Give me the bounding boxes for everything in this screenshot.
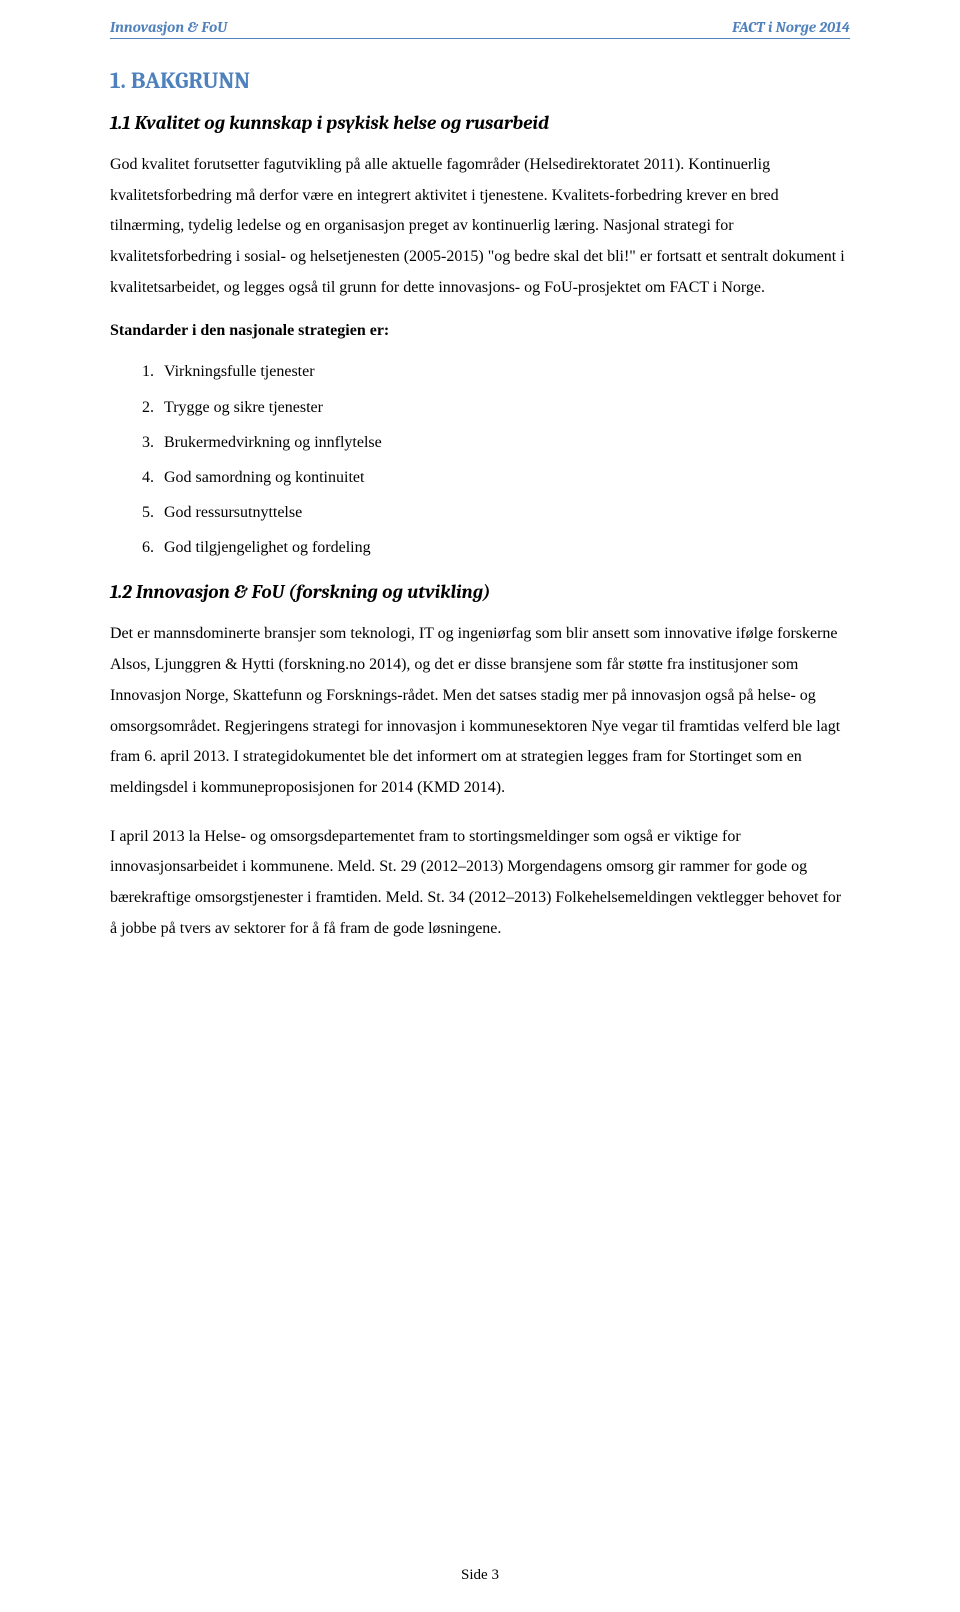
list-item: God tilgjengelighet og fordeling <box>158 532 850 563</box>
list-item: Virkningsfulle tjenester <box>158 356 850 387</box>
section-title: 1. BAKGRUNN <box>110 67 850 94</box>
subsection-1-1-paragraph: God kvalitet forutsetter fagutvikling på… <box>110 150 850 304</box>
header-right: FACT i Norge 2014 <box>732 18 850 36</box>
list-item: Brukermedvirkning og innflytelse <box>158 427 850 458</box>
list-item: God ressursutnyttelse <box>158 497 850 528</box>
standards-list: Virkningsfulle tjenester Trygge og sikre… <box>158 356 850 563</box>
subsection-1-2-title: 1.2 Innovasjon & FoU (forskning og utvik… <box>110 581 850 603</box>
header-rule <box>110 38 850 39</box>
header-left: Innovasjon & FoU <box>110 18 227 36</box>
list-item: God samordning og kontinuitet <box>158 462 850 493</box>
list-item: Trygge og sikre tjenester <box>158 392 850 423</box>
subsection-1-2-paragraph-2: I april 2013 la Helse- og omsorgsdeparte… <box>110 822 850 945</box>
standards-lead: Standarder i den nasjonale strategien er… <box>110 316 850 347</box>
page-footer: Side 3 <box>0 1567 960 1584</box>
subsection-1-2-paragraph-1: Det er mannsdominerte bransjer som tekno… <box>110 619 850 803</box>
subsection-1-1-title: 1.1 Kvalitet og kunnskap i psykisk helse… <box>110 112 850 134</box>
page: Innovasjon & FoU FACT i Norge 2014 1. BA… <box>0 0 960 1612</box>
page-header: Innovasjon & FoU FACT i Norge 2014 <box>110 18 850 36</box>
